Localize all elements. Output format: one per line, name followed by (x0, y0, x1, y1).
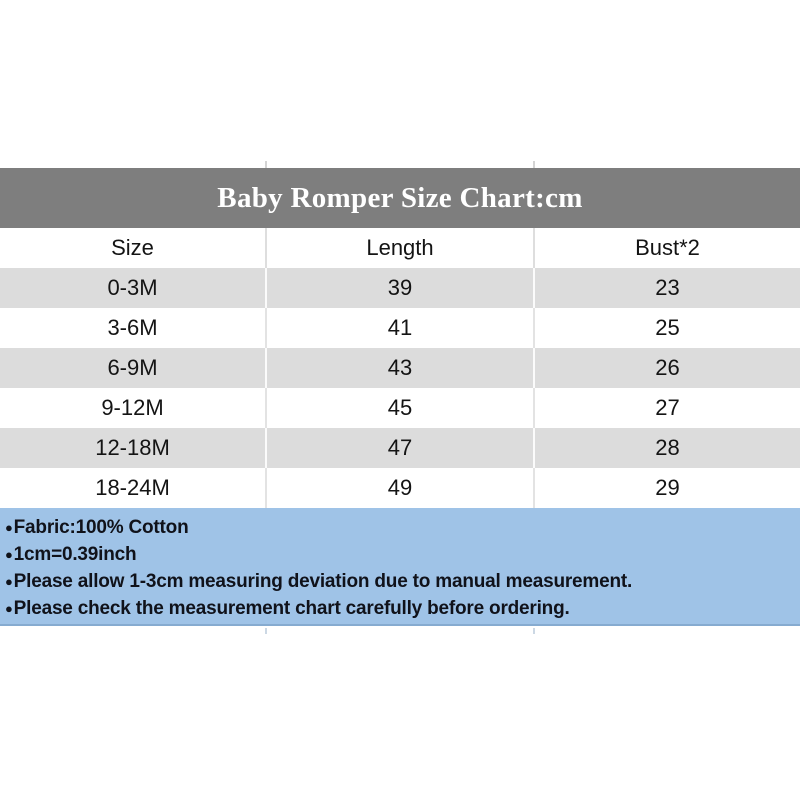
chart-title-band: Baby Romper Size Chart:cm (0, 168, 800, 228)
bullet-icon: ● (5, 547, 13, 562)
bust-cell: 26 (533, 348, 800, 388)
bust-cell: 29 (533, 468, 800, 508)
size-cell: 9-12M (101, 395, 164, 420)
bullet-icon: ● (5, 574, 13, 589)
note-line: ● 1cm=0.39inch (5, 541, 796, 568)
size-chart: Baby Romper Size Chart:cm Size Length Bu… (0, 168, 800, 626)
note-line: ● Please allow 1-3cm measuring deviation … (5, 568, 796, 595)
note-text: 1cm=0.39inch (13, 543, 137, 565)
column-header-length: Length (265, 228, 533, 268)
size-cell: 18-24M (95, 475, 170, 500)
bust-cell: 25 (533, 308, 800, 348)
bust-cell: 27 (533, 388, 800, 428)
column-header-bust: Bust*2 (533, 228, 800, 268)
length-cell: 39 (265, 268, 533, 308)
grid-line-stub (533, 161, 535, 168)
bullet-icon: ● (5, 601, 13, 616)
size-cell: 12-18M (95, 435, 170, 460)
note-text: Please check the measurement chart caref… (13, 597, 570, 619)
grid-line-stub (265, 628, 267, 634)
bust-cell: 28 (533, 428, 800, 468)
size-cell: 0-3M (107, 275, 158, 300)
bullet-icon: ● (5, 520, 13, 535)
table-row: 12-18M 47 28 (0, 428, 800, 468)
bust-cell: 23 (533, 268, 800, 308)
length-cell: 49 (265, 468, 533, 508)
table-row: 9-12M 45 27 (0, 388, 800, 428)
note-text: Fabric:100% Cotton (13, 516, 189, 538)
table-row: 0-3M 39 23 (0, 268, 800, 308)
grid-line-stub (533, 628, 535, 634)
size-cell: 6-9M (107, 355, 158, 380)
note-line: ● Fabric:100% Cotton (5, 514, 796, 541)
table-row: 3-6M 41 25 (0, 308, 800, 348)
length-cell: 47 (265, 428, 533, 468)
table-row: 18-24M 49 29 (0, 468, 800, 508)
size-cell: 3-6M (107, 315, 158, 340)
grid-line-stub (265, 161, 267, 168)
note-text: Please allow 1-3cm measuring deviation d… (13, 570, 633, 592)
length-cell: 45 (265, 388, 533, 428)
table-header-row: Size Length Bust*2 (0, 228, 800, 268)
length-cell: 41 (265, 308, 533, 348)
table-row: 6-9M 43 26 (0, 348, 800, 388)
length-cell: 43 (265, 348, 533, 388)
notes-panel: ● Fabric:100% Cotton ● 1cm=0.39inch ● Pleas… (0, 508, 800, 626)
chart-title: Baby Romper Size Chart:cm (217, 181, 583, 214)
column-header-size: Size (111, 235, 154, 260)
note-line: ● Please check the measurement chart care… (5, 595, 796, 622)
